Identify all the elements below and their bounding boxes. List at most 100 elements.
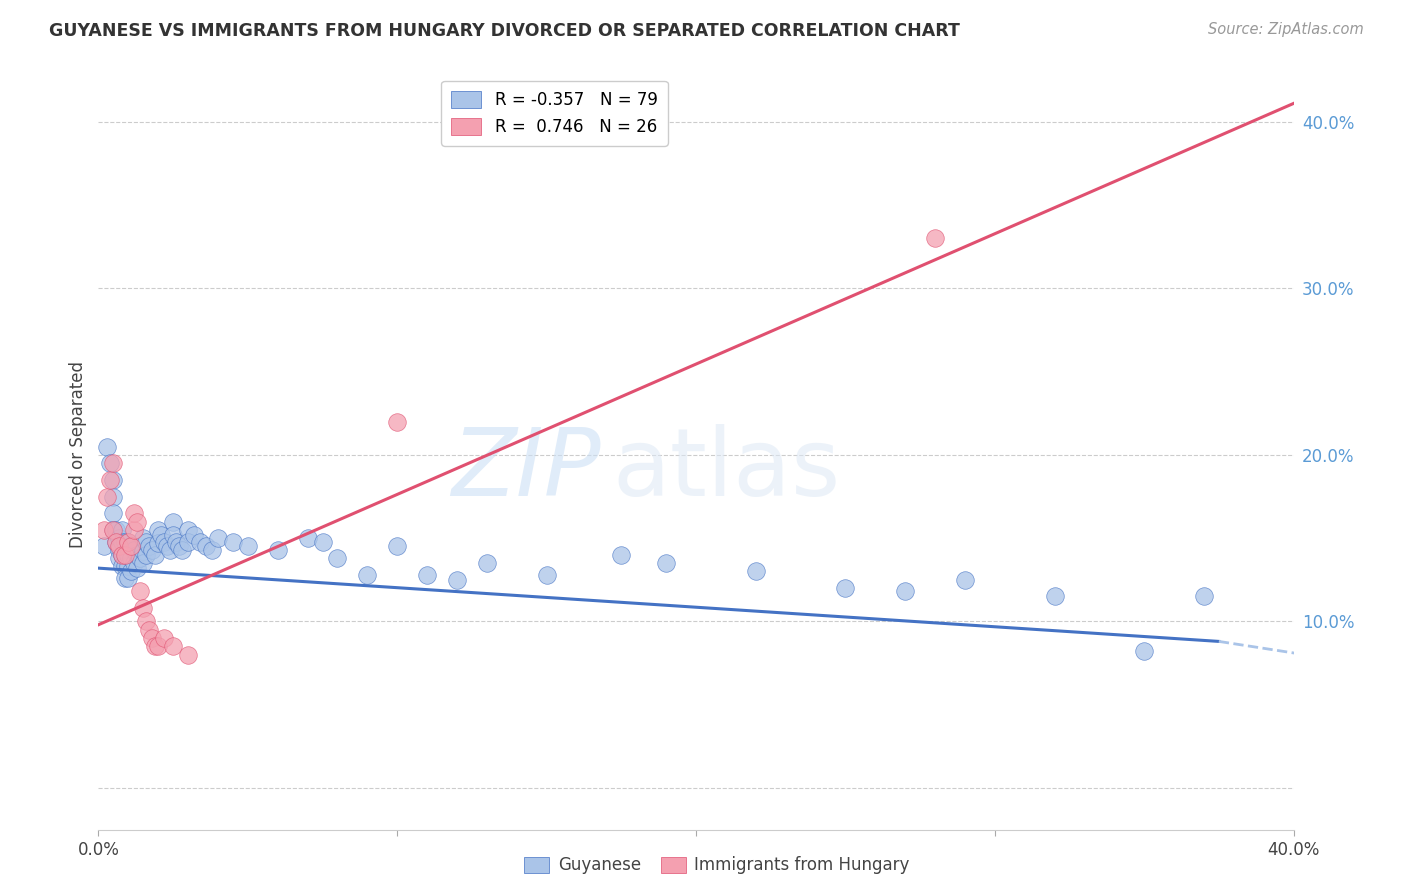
Point [111, 559, 134, 574]
Point [138, 623, 160, 637]
Point [1133, 644, 1156, 658]
Y-axis label: Divorced or Separated: Divorced or Separated [69, 361, 87, 549]
Point [111, 548, 134, 562]
Point [108, 542, 131, 557]
Point [117, 534, 139, 549]
Point [117, 548, 139, 562]
Point [124, 542, 146, 557]
Point [177, 523, 200, 537]
Point [111, 534, 134, 549]
Point [108, 551, 131, 566]
Point [124, 523, 146, 537]
Point [143, 640, 166, 654]
Point [135, 615, 157, 629]
Point [127, 561, 149, 575]
Point [141, 631, 163, 645]
Point [120, 565, 142, 579]
Point [894, 584, 917, 599]
Text: atlas: atlas [613, 424, 841, 516]
Point [132, 531, 155, 545]
Point [108, 531, 131, 545]
Point [127, 515, 149, 529]
Point [159, 542, 181, 557]
Point [93, 523, 115, 537]
Point [114, 548, 136, 562]
Point [610, 548, 633, 562]
Point [108, 540, 131, 554]
Point [132, 556, 155, 570]
Point [117, 571, 139, 585]
Point [153, 534, 176, 549]
Point [1192, 590, 1215, 604]
Point [162, 528, 184, 542]
Point [148, 523, 170, 537]
Point [98, 456, 122, 470]
Point [953, 573, 976, 587]
Text: GUYANESE VS IMMIGRANTS FROM HUNGARY DIVORCED OR SEPARATED CORRELATION CHART: GUYANESE VS IMMIGRANTS FROM HUNGARY DIVO… [49, 22, 960, 40]
Point [103, 473, 125, 487]
Point [148, 640, 170, 654]
Point [103, 523, 125, 537]
Point [536, 567, 558, 582]
Point [111, 548, 134, 562]
Point [129, 584, 152, 599]
Point [924, 231, 946, 245]
Point [96, 440, 118, 454]
Point [148, 536, 170, 550]
Point [385, 540, 409, 554]
Point [127, 548, 149, 562]
Text: ZIP: ZIP [451, 425, 600, 516]
Point [138, 540, 160, 554]
Point [105, 534, 128, 549]
Point [124, 506, 146, 520]
Point [114, 559, 136, 574]
Point [655, 556, 678, 570]
Point [120, 540, 142, 554]
Point [195, 540, 218, 554]
Point [132, 544, 155, 558]
Point [156, 540, 179, 554]
Point [93, 540, 115, 554]
Point [745, 565, 768, 579]
Point [103, 490, 125, 504]
Point [177, 534, 200, 549]
Point [120, 540, 142, 554]
Point [105, 523, 128, 537]
Point [834, 581, 856, 595]
Point [311, 534, 333, 549]
Point [446, 573, 468, 587]
Point [165, 534, 187, 549]
Point [129, 551, 152, 566]
Point [135, 534, 157, 549]
Point [103, 506, 125, 520]
Point [162, 640, 184, 654]
Text: Source: ZipAtlas.com: Source: ZipAtlas.com [1208, 22, 1364, 37]
Point [172, 542, 194, 557]
Point [103, 523, 125, 537]
Point [105, 534, 128, 549]
Point [117, 559, 139, 574]
Point [150, 528, 173, 542]
Point [114, 548, 136, 562]
Point [201, 542, 224, 557]
Point [416, 567, 439, 582]
Point [236, 540, 259, 554]
Point [188, 534, 211, 549]
Point [120, 551, 142, 566]
Point [162, 515, 184, 529]
Legend: R = -0.357   N = 79, R =  0.746   N = 26: R = -0.357 N = 79, R = 0.746 N = 26 [441, 81, 668, 145]
Point [297, 531, 319, 545]
Point [96, 490, 118, 504]
Legend: Guyanese, Immigrants from Hungary: Guyanese, Immigrants from Hungary [517, 849, 917, 881]
Point [103, 456, 125, 470]
Point [124, 556, 146, 570]
Point [385, 415, 409, 429]
Point [167, 540, 190, 554]
Point [222, 534, 245, 549]
Point [207, 531, 229, 545]
Point [98, 473, 122, 487]
Point [114, 571, 136, 585]
Point [1043, 590, 1066, 604]
Point [135, 548, 157, 562]
Point [141, 542, 163, 557]
